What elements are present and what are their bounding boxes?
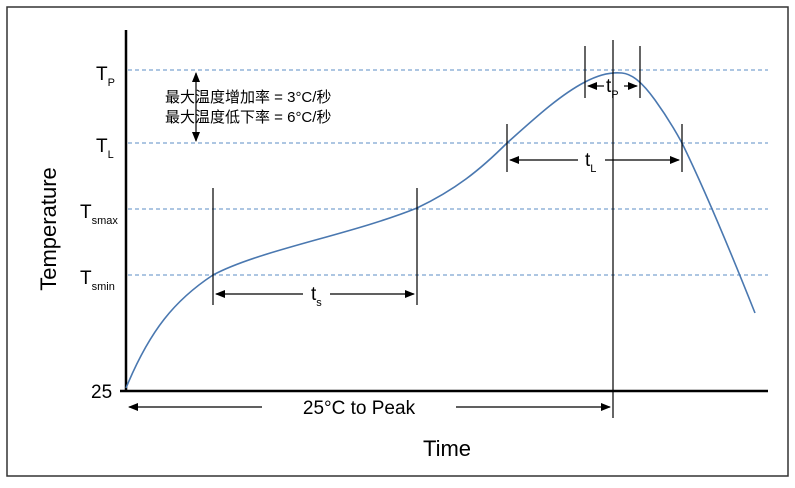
tp-interval-label: tP [606, 76, 619, 101]
ts-label: ts [311, 284, 322, 309]
tl-label: TL [96, 136, 114, 161]
x-axis-title: Time [423, 436, 471, 461]
tl-interval-label: tL [585, 150, 596, 175]
ramp-up-note: 最大温度增加率 = 3°C/秒 [165, 89, 331, 106]
tsmax-label: Tsmax [80, 202, 118, 227]
tsmin-label: Tsmin [80, 268, 115, 293]
ramp-down-note: 最大温度低下率 = 6°C/秒 [165, 109, 331, 126]
to-peak-label: 25°C to Peak [303, 398, 416, 419]
origin-label: 25 [91, 382, 112, 403]
tp-label: TP [96, 64, 115, 89]
diagram-border [6, 6, 789, 477]
y-axis-title: Temperature [36, 167, 61, 291]
